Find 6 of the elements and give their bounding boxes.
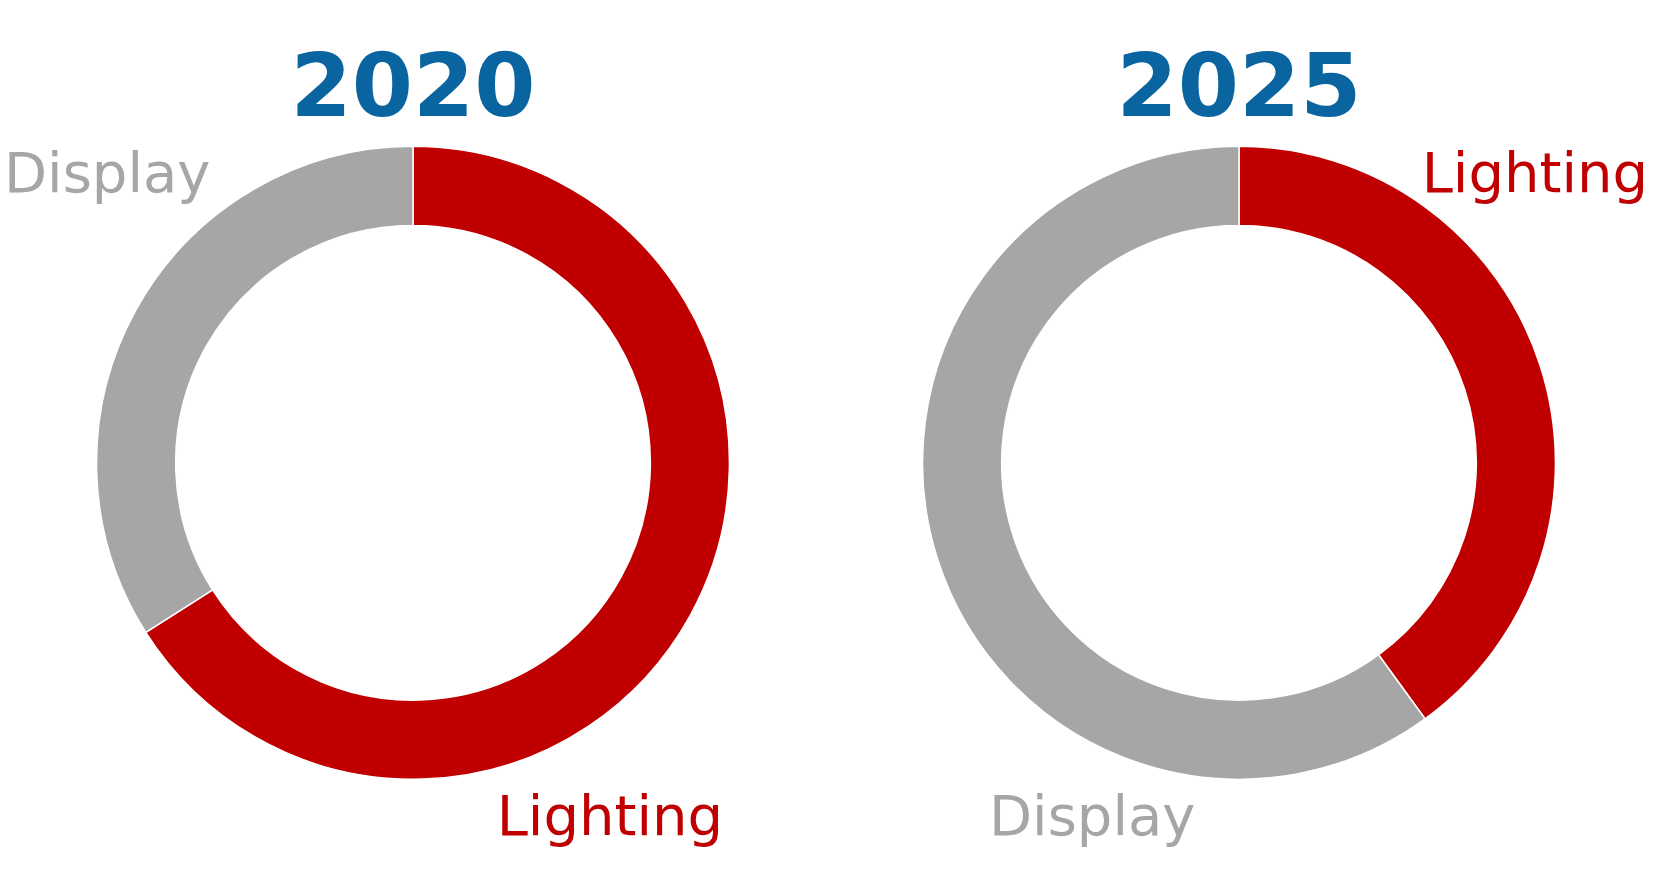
slice-label: Display: [4, 140, 211, 206]
chart-title: 2025: [1116, 33, 1362, 137]
chart-title: 2020: [290, 33, 536, 137]
slice-label: Lighting: [1421, 140, 1648, 206]
slice-label: Lighting: [496, 782, 723, 848]
slice-label: Display: [989, 782, 1196, 848]
